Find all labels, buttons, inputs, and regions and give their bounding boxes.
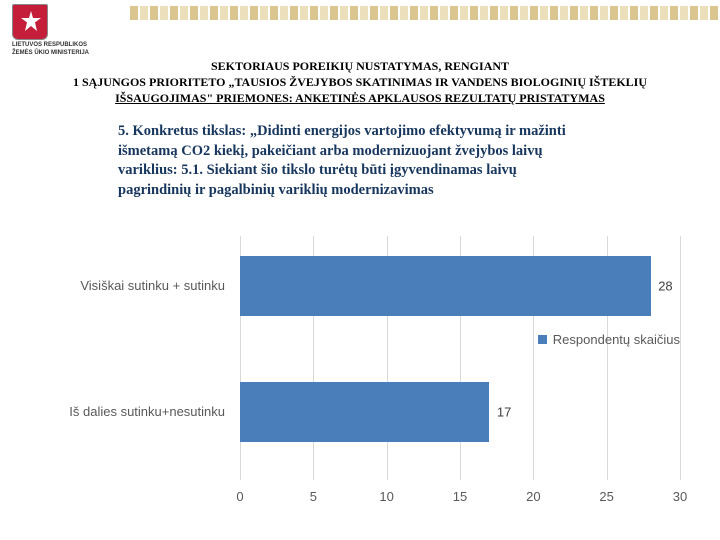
x-tick: 15 xyxy=(453,489,467,504)
header-line-1: SEKTORIAUS POREIKIŲ NUSTATYMAS, RENGIANT xyxy=(70,58,650,74)
legend: Respondentų skaičius xyxy=(538,332,680,347)
ministry-logo: LIETUVOS RESPUBLIKOS ŽEMĖS ŪKIO MINISTER… xyxy=(12,4,122,52)
x-tick: 30 xyxy=(673,489,687,504)
legend-swatch xyxy=(538,335,547,344)
bar-value-label: 28 xyxy=(658,279,672,294)
x-tick: 10 xyxy=(379,489,393,504)
bar-value-label: 17 xyxy=(497,405,511,420)
subtitle-l4: pagrindinių ir pagalbinių variklių moder… xyxy=(118,181,648,201)
legend-label: Respondentų skaičius xyxy=(553,332,680,347)
x-tick: 25 xyxy=(599,489,613,504)
logo-text-1: LIETUVOS RESPUBLIKOS xyxy=(12,42,122,48)
subtitle-l2: išmetamą CO2 kiekį, pakeičiant arba mode… xyxy=(118,142,648,162)
plot-area: 28 17 xyxy=(240,236,680,480)
grid-line xyxy=(680,236,681,480)
bar: 17 xyxy=(240,382,489,442)
logo-text-2: ŽEMĖS ŪKIO MINISTERIJA xyxy=(12,50,122,56)
bar-row: 17 xyxy=(240,382,680,442)
category-label-1: Iš dalies sutinku+nesutinku xyxy=(55,404,235,419)
category-label-0: Visiškai sutinku + sutinku xyxy=(55,278,235,293)
bar: 28 xyxy=(240,256,651,316)
subtitle-l1: 5. Konkretus tikslas: „Didinti energijos… xyxy=(118,122,648,142)
header-line-2: 1 SĄJUNGOS PRIORITETO „TAUSIOS ŽVEJYBOS … xyxy=(70,74,650,90)
bar-row: 28 xyxy=(240,256,680,316)
x-tick: 0 xyxy=(236,489,243,504)
subtitle-l3: variklius: 5.1. Siekiant šio tikslo turė… xyxy=(118,161,648,181)
ornament-border xyxy=(130,6,720,20)
page-header: SEKTORIAUS POREIKIŲ NUSTATYMAS, RENGIANT… xyxy=(70,58,650,107)
shield-icon xyxy=(12,4,48,40)
subtitle: 5. Konkretus tikslas: „Didinti energijos… xyxy=(118,122,648,200)
bar-chart: Visiškai sutinku + sutinku Iš dalies sut… xyxy=(50,236,690,510)
x-tick: 5 xyxy=(310,489,317,504)
header-line-3: IŠSAUGOJIMAS" PRIEMONES: ANKETINĖS APKLA… xyxy=(70,90,650,106)
x-tick: 20 xyxy=(526,489,540,504)
